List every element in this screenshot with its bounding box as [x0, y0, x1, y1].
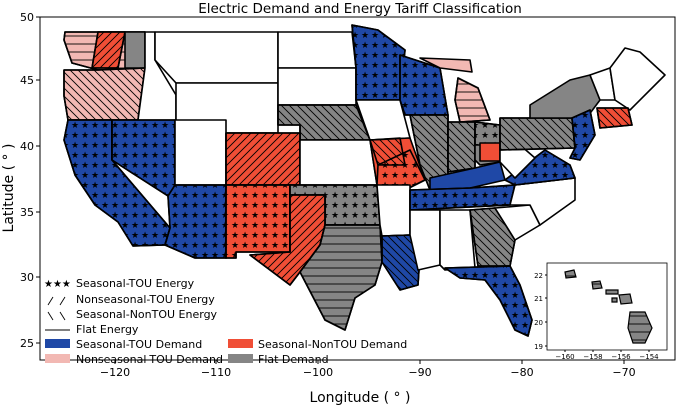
island-maui [618, 293, 633, 305]
legend-label-nonseasonal-tou-energy: Nonseasonal-TOU Energy [76, 293, 215, 306]
state-missouri-stars [376, 149, 426, 191]
legend-label-seasonal-nontou-demand: Seasonal-NonTOU Demand [258, 338, 407, 351]
state-alabama [439, 209, 476, 271]
x-tick-label: −70 [612, 366, 635, 379]
legend: ★★★ Seasonal-TOU Energy Nonseasonal-TOU … [44, 277, 407, 366]
state-pennsylvania-hatch [499, 117, 576, 151]
y-axis: 50 45 40 35 30 25 [20, 11, 40, 350]
state-florida-stars [444, 265, 533, 337]
y-tick-label: 35 [20, 206, 34, 219]
state-ohio-red [479, 142, 501, 162]
state-kansas [299, 139, 378, 186]
legend-label-flat-energy: Flat Energy [76, 323, 139, 336]
y-tick-label: 30 [20, 271, 34, 284]
inset-y-tick-label: 20 [534, 319, 543, 327]
inset-y-axis: 22 21 20 19 [534, 272, 547, 351]
legend-swatch-flat-demand [228, 354, 253, 363]
state-maine [609, 47, 666, 111]
state-michigan-upper [419, 57, 473, 73]
y-tick-label: 45 [20, 74, 34, 87]
legend-symbol-forward-hatch [47, 296, 66, 306]
state-colorado-hatch [225, 132, 301, 186]
inset-y-tick-label: 22 [534, 272, 543, 280]
state-new-jersey-stars [569, 109, 596, 161]
legend-symbol-back-hatch [47, 311, 66, 321]
hawaii-inset: −160 −158 −156 −154 22 21 20 19 [534, 262, 668, 361]
y-tick-label: 40 [20, 140, 34, 153]
state-tennessee-stars [409, 184, 516, 211]
x-tick-label: −90 [408, 366, 431, 379]
state-oregon-hatch [63, 67, 146, 121]
legend-label-seasonal-tou-demand: Seasonal-TOU Demand [76, 338, 202, 351]
inset-x-axis: −160 −158 −156 −154 [555, 350, 659, 361]
state-virginia-stars [504, 149, 576, 186]
x-tick-label: −80 [510, 366, 533, 379]
state-massachusetts-hatch [596, 107, 633, 129]
state-washington-red-hatch [91, 31, 126, 69]
inset-x-tick-label: −158 [583, 353, 602, 361]
inset-y-tick-label: 19 [534, 343, 543, 351]
state-michigan-lower-hatch [454, 77, 491, 123]
state-north-dakota [277, 31, 357, 69]
states-layer [63, 24, 666, 337]
state-ohio-stars [474, 121, 501, 146]
x-axis: −120 −110 −100 −90 −80 −70 [100, 360, 636, 379]
state-new-mexico-stars [225, 184, 291, 259]
legend-swatch-seasonal-nontou-demand [228, 339, 253, 348]
x-tick-label: −120 [100, 366, 130, 379]
inset-x-tick-label: −154 [639, 353, 659, 361]
state-arizona-stars [164, 184, 227, 259]
legend-swatch-seasonal-tou-demand [45, 339, 70, 348]
inset-x-tick-label: −160 [555, 353, 574, 361]
x-tick-label: −110 [201, 366, 231, 379]
state-indiana-hatch [447, 121, 476, 173]
state-texas-east-hatch [299, 224, 383, 331]
inset-frame [546, 262, 668, 351]
legend-label-nonseasonal-tou-demand: Nonseasonal-TOU Demand [76, 353, 223, 366]
y-tick-label: 50 [20, 11, 34, 24]
hawaii-islands-hatch [565, 270, 652, 343]
state-new-york [529, 74, 601, 121]
state-south-dakota [277, 67, 357, 106]
legend-symbol-stars: ★★★ [44, 279, 71, 290]
state-montana [154, 31, 279, 84]
y-tick-label: 25 [20, 337, 34, 350]
legend-label-flat-demand: Flat Demand [258, 353, 329, 366]
map-title: Electric Demand and Energy Tariff Classi… [198, 1, 522, 17]
x-tick-label: −100 [303, 366, 333, 379]
island-lanai [611, 297, 618, 303]
inset-x-tick-label: −156 [611, 353, 631, 361]
x-axis-label: Longitude ( ° ) [310, 390, 411, 406]
state-washington-gray [124, 31, 146, 69]
legend-label-seasonal-nontou-energy: Seasonal-NonTOU Energy [76, 308, 218, 321]
state-mississippi [409, 209, 441, 271]
island-molokai [605, 289, 619, 295]
state-arkansas [376, 184, 411, 237]
state-utah [174, 119, 227, 186]
legend-label-seasonal-tou-energy: Seasonal-TOU Energy [76, 277, 195, 290]
inset-y-tick-label: 21 [534, 295, 543, 303]
y-axis-label: Latitude ( ° ) [1, 144, 17, 233]
legend-swatch-nonseasonal-tou-demand [45, 354, 70, 363]
